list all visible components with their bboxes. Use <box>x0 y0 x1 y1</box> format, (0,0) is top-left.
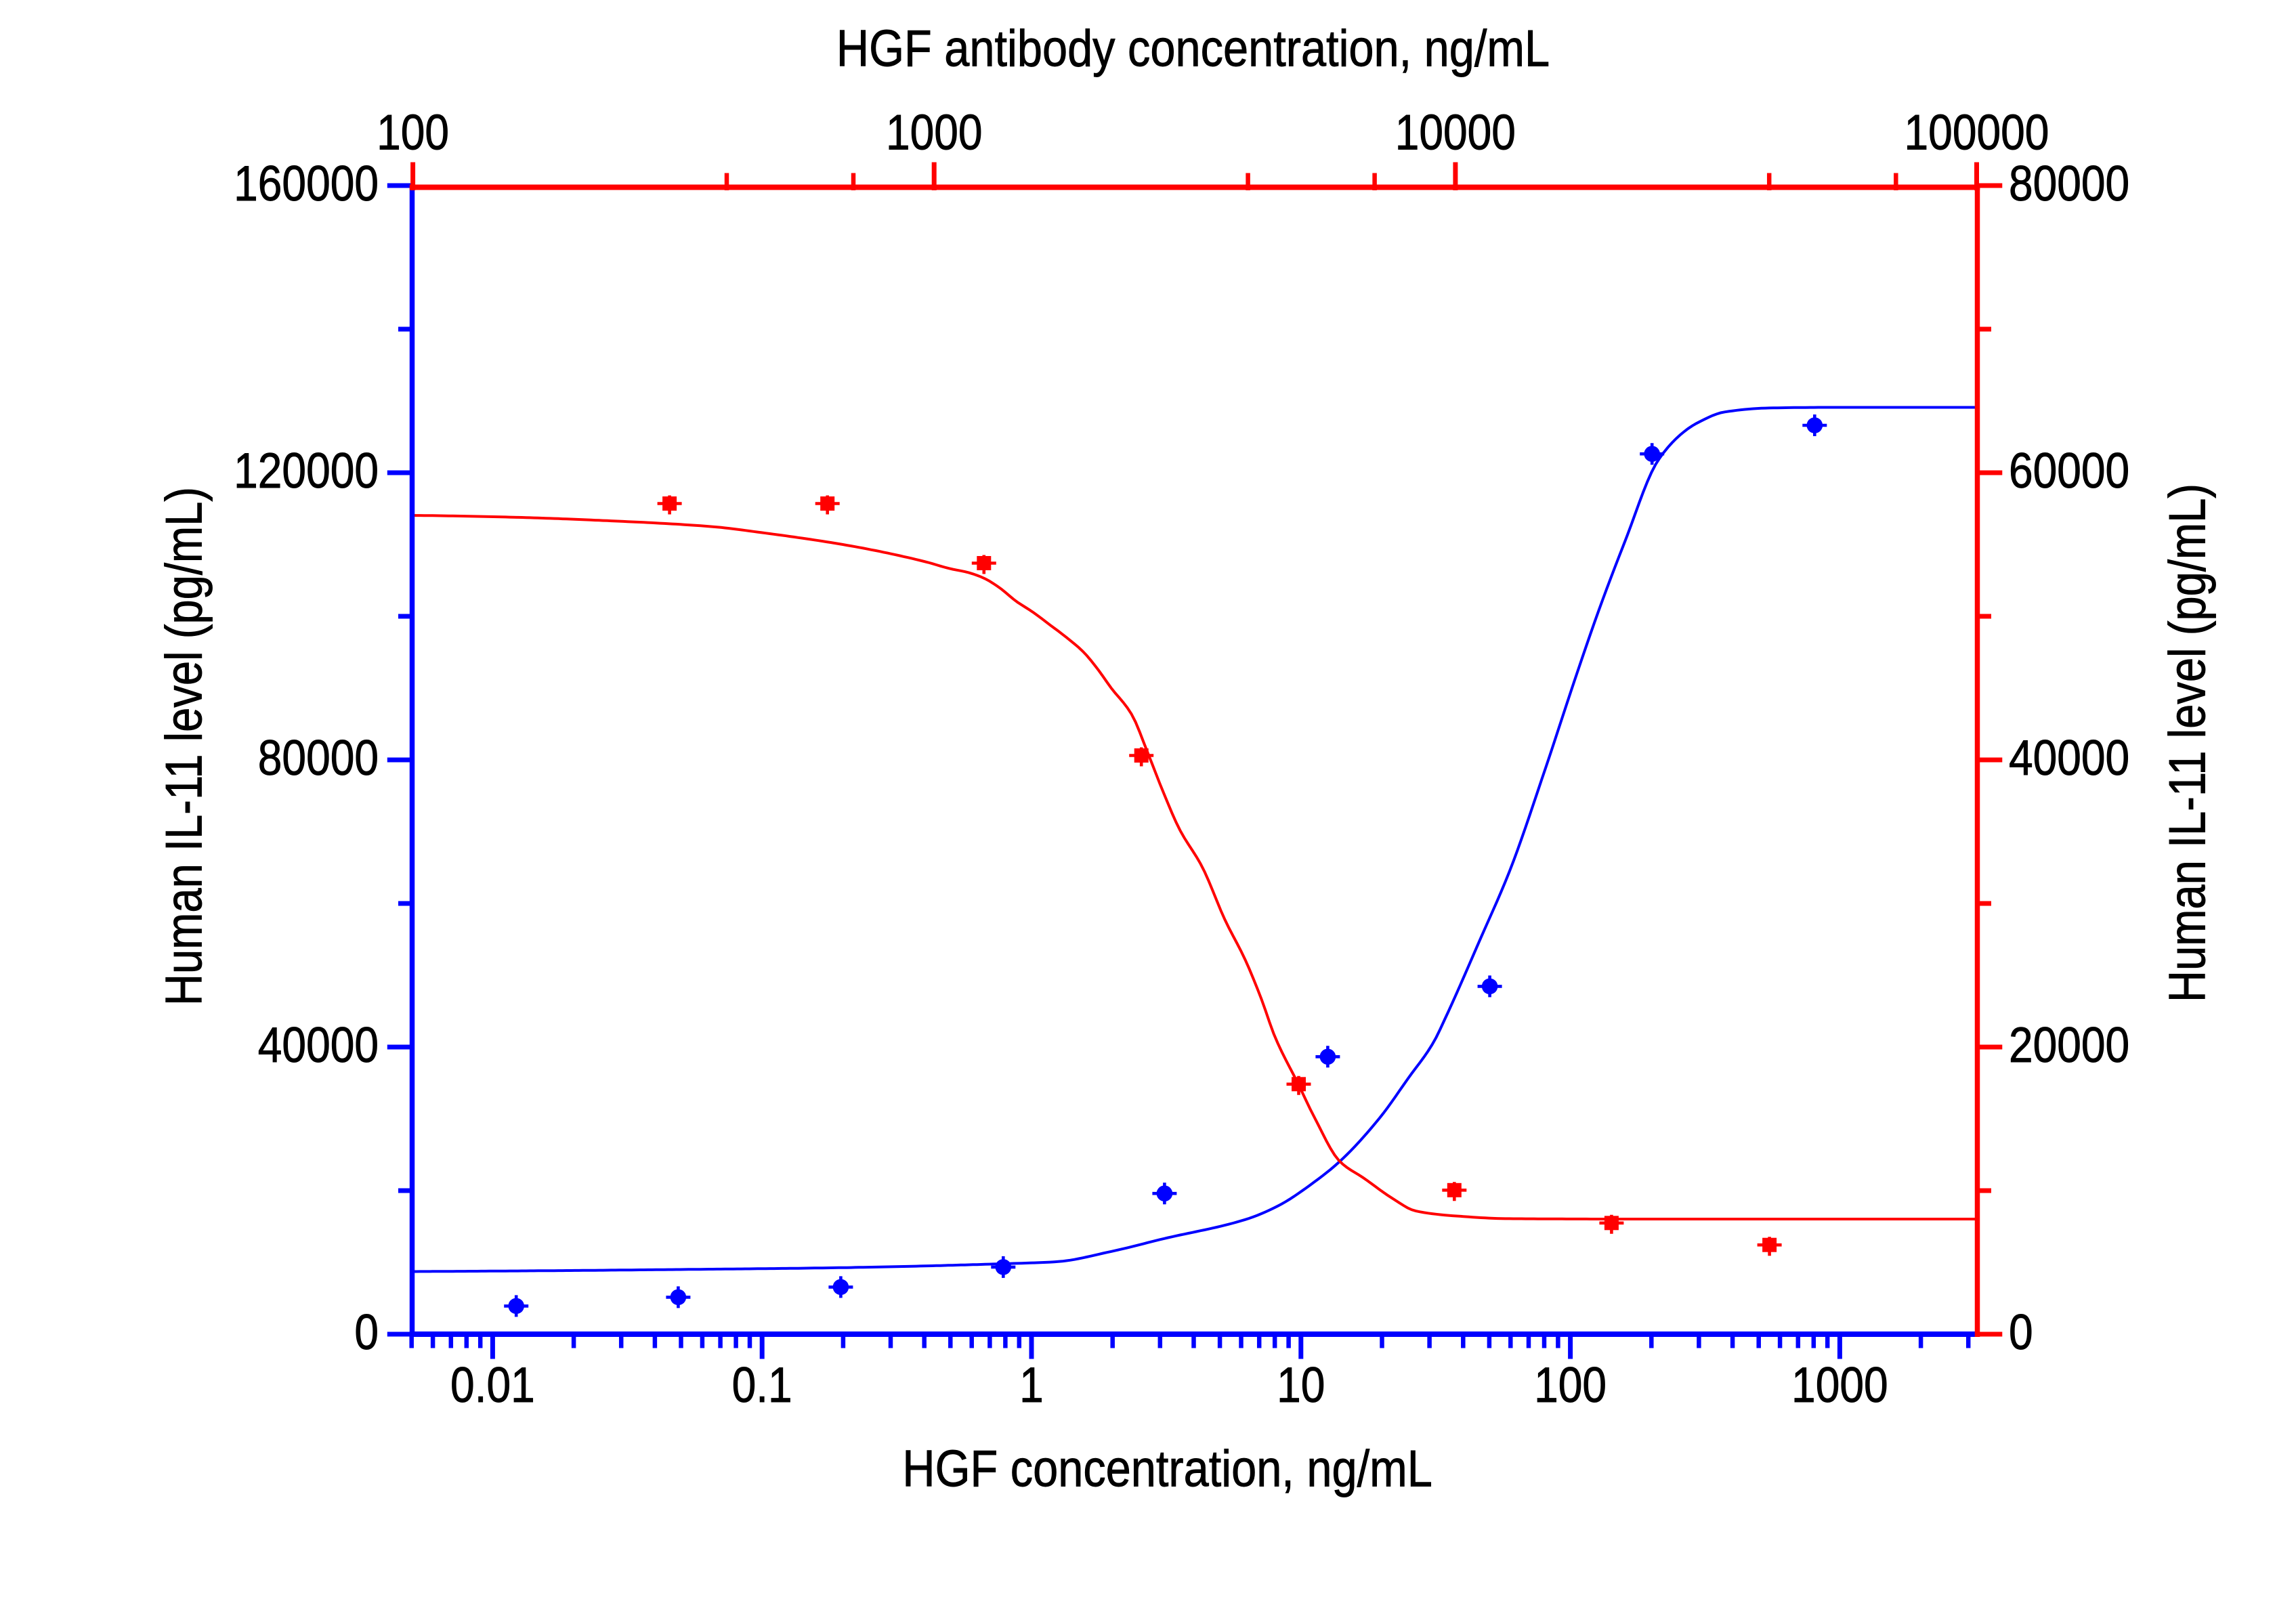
svg-text:10: 10 <box>1277 1357 1325 1413</box>
svg-text:120000: 120000 <box>234 443 379 498</box>
svg-text:1: 1 <box>1019 1357 1044 1413</box>
svg-text:10000: 10000 <box>1395 105 1516 161</box>
svg-text:0: 0 <box>354 1304 379 1360</box>
svg-text:Human IL-11 level (pg/mL): Human IL-11 level (pg/mL) <box>2159 484 2216 1002</box>
svg-text:1000: 1000 <box>1791 1357 1888 1413</box>
svg-text:1000: 1000 <box>886 105 983 161</box>
svg-text:0: 0 <box>2009 1304 2033 1360</box>
svg-text:80000: 80000 <box>258 730 379 786</box>
svg-text:60000: 60000 <box>2009 443 2129 498</box>
svg-text:20000: 20000 <box>2009 1017 2129 1073</box>
svg-text:HGF concentration, ng/mL: HGF concentration, ng/mL <box>902 1440 1432 1497</box>
svg-text:80000: 80000 <box>2009 156 2129 211</box>
svg-text:Human IL-11 level (pg/mL): Human IL-11 level (pg/mL) <box>155 487 213 1006</box>
svg-text:40000: 40000 <box>2009 730 2129 786</box>
svg-text:100: 100 <box>377 105 449 161</box>
svg-text:40000: 40000 <box>258 1017 379 1073</box>
svg-text:HGF antibody concentration, ng: HGF antibody concentration, ng/mL <box>836 20 1550 78</box>
svg-text:160000: 160000 <box>234 156 379 211</box>
svg-text:0.01: 0.01 <box>450 1357 535 1413</box>
svg-text:0.1: 0.1 <box>732 1357 792 1413</box>
svg-text:100: 100 <box>1534 1357 1607 1413</box>
svg-text:100000: 100000 <box>1905 105 2049 161</box>
